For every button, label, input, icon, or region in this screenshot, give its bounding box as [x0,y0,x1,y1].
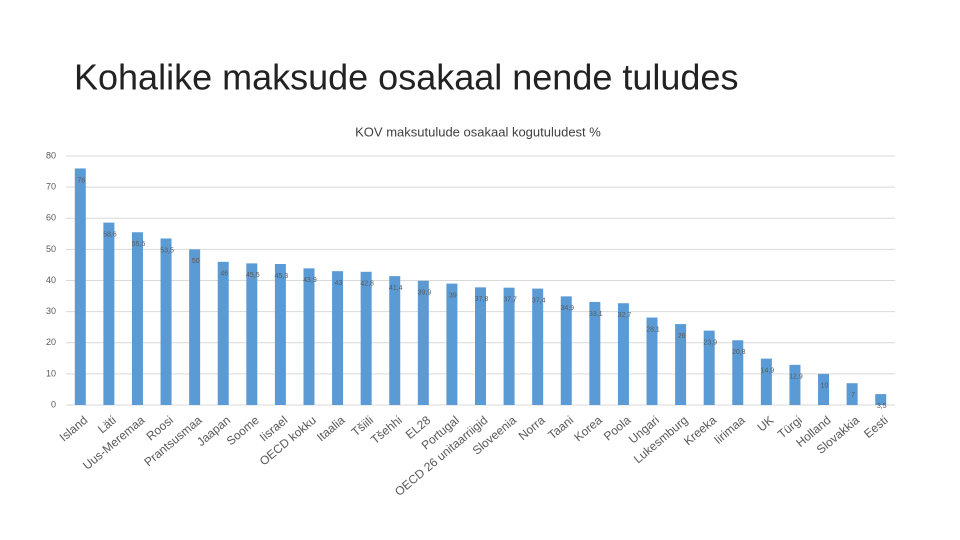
bar [703,330,715,405]
page-title: Kohalike maksude osakaal nende tuludes [74,57,738,98]
value-label: 39 [449,292,457,299]
bar [532,288,544,405]
bar [332,271,344,405]
value-label: 32,7 [618,312,632,319]
bar [131,232,143,405]
bar [818,373,830,405]
bar [760,358,772,405]
y-tick-label: 20 [46,337,56,347]
value-label: 37,4 [532,297,546,304]
value-label: 28,1 [646,326,660,333]
bar [875,394,887,405]
x-tick-label: Korea [571,413,605,445]
x-tick-label: Tšehhi [368,413,405,447]
x-tick-label: Eesti [861,413,890,441]
value-label: 3,5 [877,403,887,410]
bar [74,168,86,405]
x-tick-label: Kreeka [681,413,719,448]
value-label: 37,8 [475,296,489,303]
bar [617,303,629,405]
y-tick-label: 70 [46,182,56,192]
bar [417,280,429,405]
bar [475,287,486,405]
y-tick-label: 50 [46,244,56,254]
bar [846,383,858,405]
value-label: 42,8 [360,281,374,288]
bar [446,283,458,405]
bar [217,261,229,405]
y-tick-label: 60 [46,213,56,223]
bar [503,287,515,405]
bar [389,276,401,405]
value-label: 39,9 [418,290,432,297]
y-tick-label: 0 [51,399,56,409]
value-label: 43,9 [303,277,317,284]
value-label: 34,9 [560,305,574,312]
bar [189,249,201,405]
bar [732,340,744,405]
bar [246,263,258,405]
y-tick-label: 80 [46,150,56,160]
value-label: 20,8 [732,349,746,356]
bar [274,264,286,405]
value-label: 76 [77,177,85,184]
y-tick-label: 30 [46,306,56,316]
value-label: 50 [192,258,200,265]
value-label: 10 [821,383,829,390]
x-tick-label: Island [57,413,91,444]
value-label: 26 [678,333,686,340]
value-label: 7 [851,392,855,399]
value-label: 12,9 [789,374,803,381]
x-tick-label: Soome [224,413,262,448]
bar [789,364,801,405]
value-label: 33,1 [589,311,603,318]
value-label: 55,5 [132,241,146,248]
value-label: 43 [335,280,343,287]
y-tick-label: 10 [46,368,56,378]
value-label: 37,7 [503,297,517,304]
x-tick-label: Taani [545,413,576,442]
bar [675,324,687,405]
bar [646,317,658,405]
bar [160,238,172,405]
bar [360,271,372,405]
x-tick-label: Norra [516,413,548,443]
x-tick-label: Itaalia [314,413,348,445]
bar [589,301,601,405]
value-label: 14,9 [761,367,775,374]
value-label: 45,3 [275,273,289,280]
value-label: 46 [220,271,228,278]
value-label: 23,9 [703,339,717,346]
bar [303,268,315,405]
bar [103,222,115,405]
value-label: 58,6 [103,231,117,238]
value-label: 41,4 [389,285,403,292]
x-tick-label: Iirimaa [711,413,748,447]
bar [560,296,572,405]
chart-title: KOV maksutulude osakaal kogutuludest % [355,124,601,139]
value-label: 53,5 [160,247,174,254]
y-tick-label: 40 [46,275,56,285]
value-label: 45,5 [246,272,260,279]
x-tick-label: UK [755,413,777,434]
